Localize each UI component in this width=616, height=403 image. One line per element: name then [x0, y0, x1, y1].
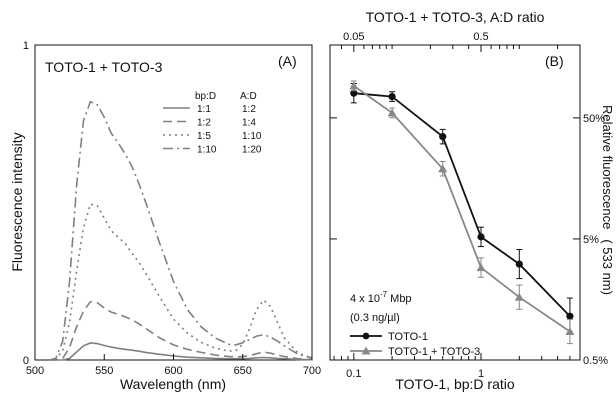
y-axis: 01	[23, 40, 41, 367]
x-axis-label: TOTO-1, bp:D ratio	[395, 376, 515, 392]
series-line-2	[48, 300, 313, 361]
y-tick-label: 0	[23, 355, 29, 367]
series-line-2	[353, 85, 571, 333]
panel-label: (B)	[545, 53, 564, 69]
series-line-1	[353, 92, 571, 317]
x-axis-label: Wavelength (nm)	[120, 376, 226, 392]
x-tick-label: 650	[234, 365, 252, 377]
x-tick-label: 600	[164, 365, 182, 377]
series	[349, 80, 575, 345]
x-tick-label: 0.1	[346, 368, 361, 380]
legend-bpd-ratio: 1:10	[197, 145, 217, 156]
x-tick-label: 700	[303, 365, 321, 377]
concentration-annotation: 4 x 10-7 Mbp	[350, 290, 412, 305]
legend-header-bpd: bp:D	[195, 91, 216, 102]
data-point	[515, 260, 523, 268]
top-x-tick-label: 0.5	[473, 31, 488, 43]
x-tick-label: 550	[95, 365, 113, 377]
legend-bpd-ratio: 1:5	[197, 131, 211, 142]
data-point	[439, 133, 447, 141]
y-tick-label: 0.5%	[583, 355, 608, 367]
legend-ad-ratio: 1:2	[242, 104, 256, 115]
series-line-4	[48, 100, 313, 361]
panel-label: (A)	[278, 53, 297, 69]
y-tick-label: 5%	[583, 234, 599, 246]
y-axis-label-main: Relative fluorescence	[600, 105, 615, 229]
data-point	[514, 292, 524, 301]
top-x-axis-label: TOTO-1 + TOTO-3, A:D ratio	[366, 9, 545, 25]
data-point	[388, 92, 396, 101]
plot-frame	[34, 44, 313, 361]
concentration-annotation-2: (0.3 ng/µl)	[350, 312, 400, 324]
series-line-3	[48, 203, 313, 361]
legend-bpd-ratio: 1:2	[197, 118, 211, 129]
data-point	[387, 108, 397, 117]
y-tick-label: 1	[23, 40, 29, 52]
legend-marker	[361, 346, 371, 355]
y-axis-label: Relative fluorescence ( 533 nm)	[600, 105, 615, 295]
series-line-1	[48, 342, 313, 361]
legend-bpd-ratio: 1:1	[197, 104, 211, 115]
legend-label: TOTO-1 + TOTO-3	[388, 346, 480, 358]
data-point	[565, 326, 575, 335]
legend: TOTO-1 TOTO-1 + TOTO-3	[350, 331, 480, 358]
data-point	[476, 263, 486, 272]
x-tick-label: 1	[478, 368, 484, 380]
panel-a: 500 550 600 650 700 01 TOTO-1 + TOTO-3 (A) W…	[9, 40, 321, 392]
axes-ticks: 0.1 1 0.05 0.5 50% 5% 0.5%	[330, 31, 608, 380]
chart-title: TOTO-1 + TOTO-3	[45, 59, 163, 75]
data-point	[438, 164, 448, 173]
legend-marker	[362, 332, 370, 340]
x-tick-label: 500	[26, 365, 44, 377]
x-axis: 500 550 600 650 700	[26, 354, 321, 377]
y-tick-label: 50%	[583, 113, 605, 125]
data-point	[349, 81, 359, 90]
plot-frame	[329, 44, 581, 361]
legend: bp:D A:D 1:1 1:2 1:2 1:4 1:5 1:10 1:10 1:20	[163, 91, 262, 156]
data-point	[350, 89, 358, 97]
y-axis-label: Fluorescence intensity	[9, 132, 25, 271]
legend-label: TOTO-1	[388, 331, 428, 343]
y-axis-label-wavelength: ( 533 nm)	[600, 239, 615, 295]
data-point	[566, 312, 574, 320]
curves	[48, 100, 313, 361]
data-point	[477, 233, 485, 241]
top-x-tick-label: 0.05	[343, 31, 364, 43]
annotation-unit: Mbp	[387, 293, 411, 305]
legend-ad-ratio: 1:10	[242, 131, 262, 142]
legend-ad-ratio: 1:20	[242, 145, 262, 156]
legend-header-ad: A:D	[240, 91, 257, 102]
annotation-base: 4 x 10	[350, 293, 380, 305]
annotation-exponent: -7	[380, 290, 388, 299]
legend-ad-ratio: 1:4	[242, 118, 256, 129]
panel-b: 0.1 1 0.05 0.5 50% 5% 0.5% TOTO-1 + TOTO-3, A:…	[329, 9, 615, 392]
